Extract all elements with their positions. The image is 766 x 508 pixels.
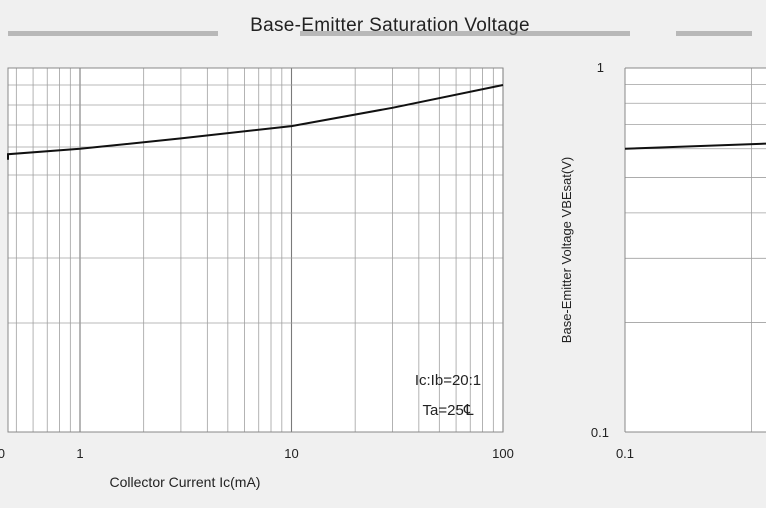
plot-area — [625, 68, 766, 432]
right-chart: 1 0.1 0.1 Base-Emitter Voltage VBEsat(V) — [559, 60, 766, 461]
header-smudge — [300, 31, 630, 36]
header-smudge — [676, 31, 752, 36]
series-line — [7, 84, 504, 160]
annotation-label: Ta=25℄ — [423, 402, 474, 419]
y-axis-label: Base-Emitter Voltage VBEsat(V) — [559, 157, 574, 343]
page-title: Base-Emitter Saturation Voltage — [250, 15, 530, 36]
y-tick-label: 1 — [597, 60, 604, 75]
x-tick-label: 00 — [0, 446, 5, 461]
x-tick-label: 10 — [284, 446, 298, 461]
x-tick-label: 0.1 — [616, 446, 634, 461]
annotation-label: Ic:Ib=20:1 — [415, 372, 481, 389]
left-chart: 1 10 100 00 Collector Current Ic(mA) Ic:Ib=20… — [0, 67, 514, 490]
series-line — [624, 142, 766, 150]
x-axis-label: Collector Current Ic(mA) — [110, 474, 261, 490]
y-tick-label: 0.1 — [591, 425, 609, 440]
x-tick-label: 1 — [76, 446, 83, 461]
x-tick-label: 100 — [492, 446, 514, 461]
plot-area — [8, 68, 503, 432]
plot-frame — [7, 67, 504, 433]
header-smudge — [8, 31, 218, 36]
